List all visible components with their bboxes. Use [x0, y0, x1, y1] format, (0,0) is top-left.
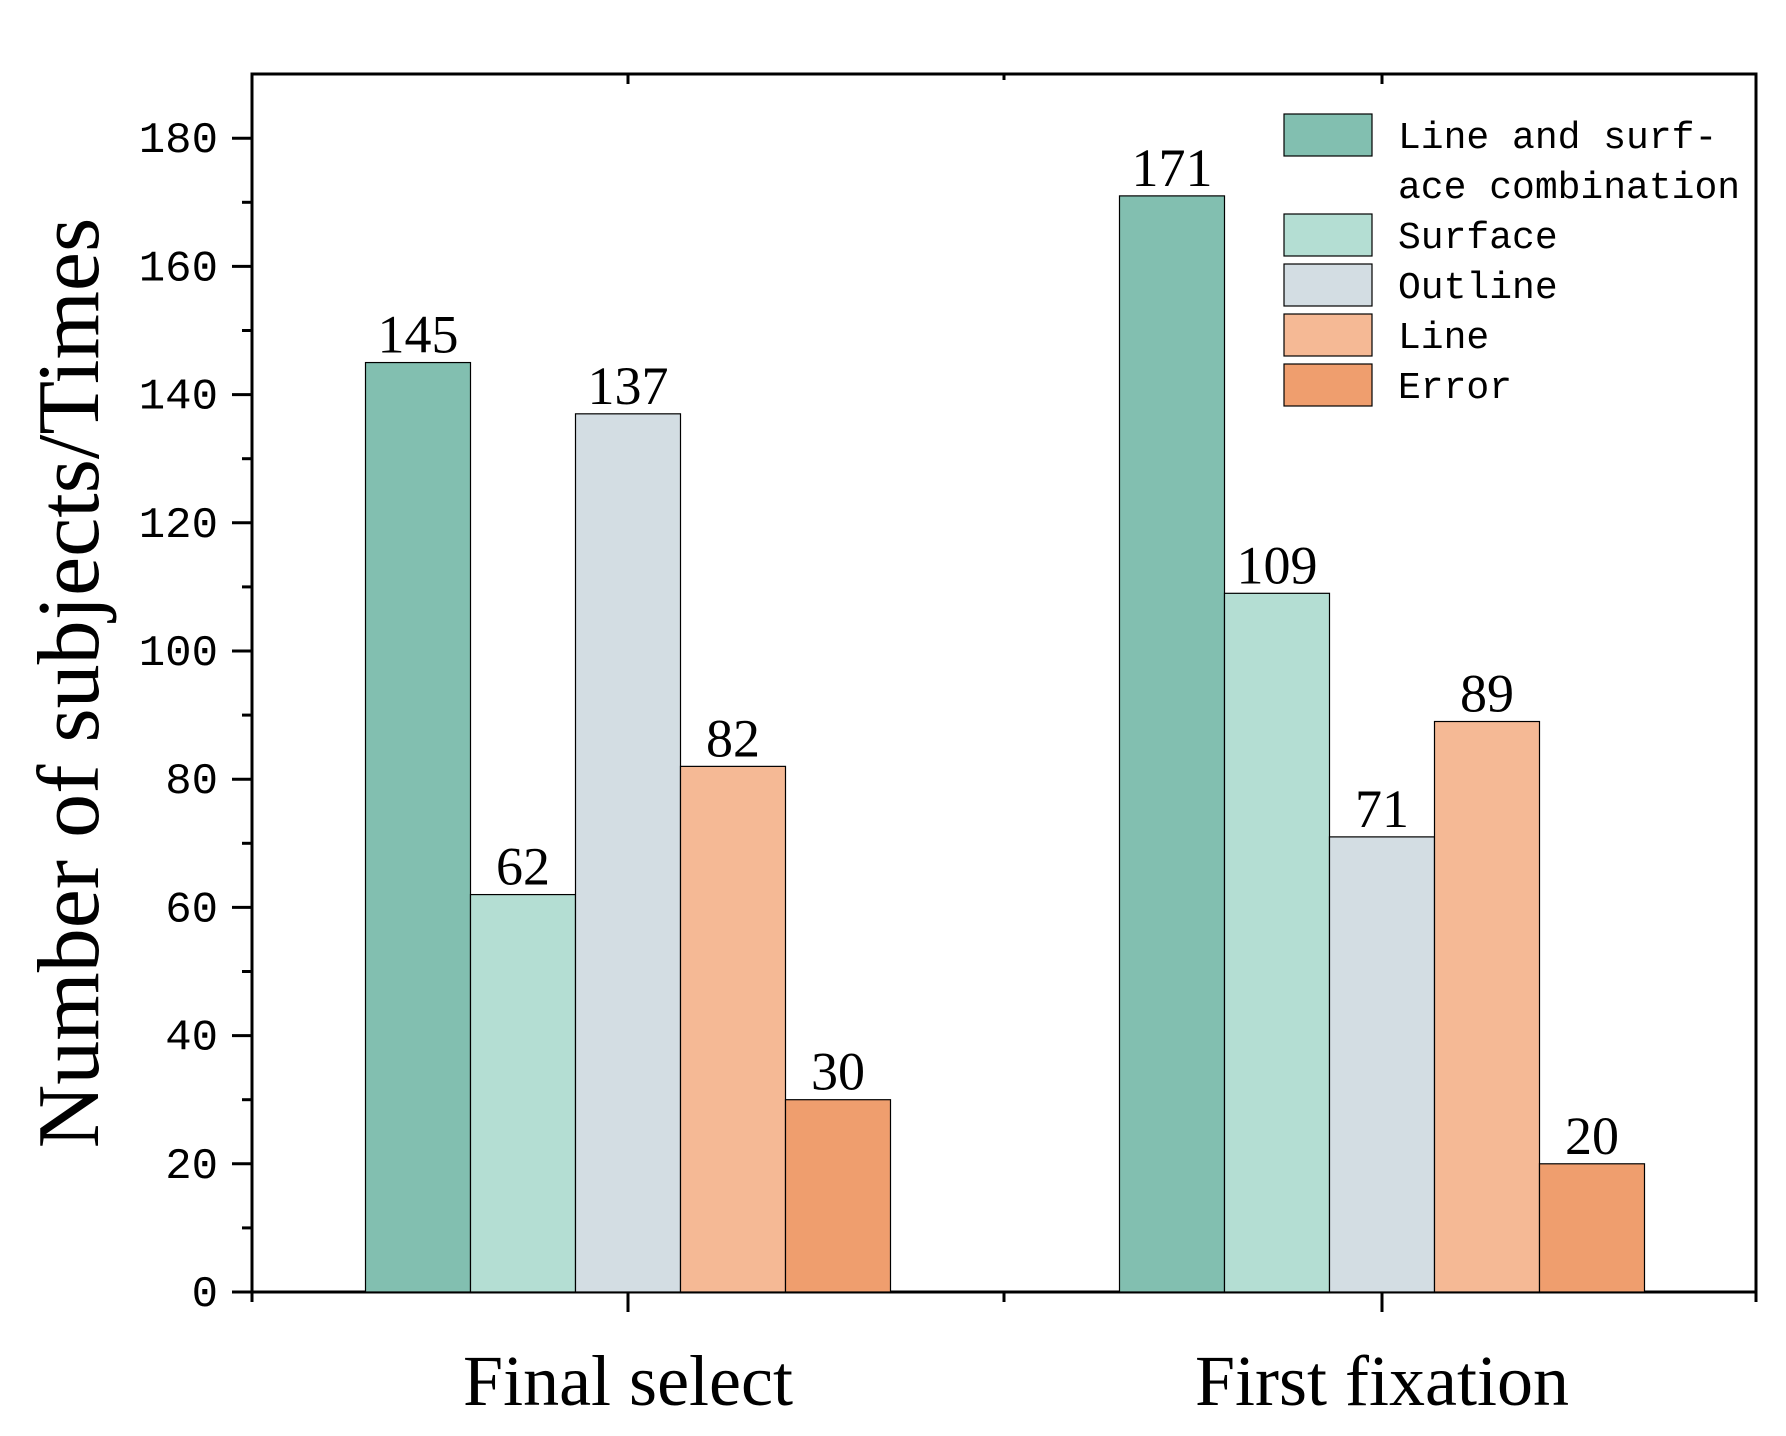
legend: Line and surf-ace combination Surface Outl… — [1283, 113, 1740, 410]
bar — [679, 765, 787, 1293]
bar — [1223, 592, 1331, 1293]
bar-value-label: 89 — [1460, 664, 1514, 724]
legend-swatch — [1283, 113, 1373, 157]
legend-swatch — [1283, 313, 1373, 357]
bar-value-label: 30 — [811, 1042, 865, 1102]
y-tick-label: 120 — [139, 501, 218, 551]
y-axis: 0 20 40 60 80 100 120 140 160 180 — [139, 116, 252, 1320]
y-tick-label: 180 — [139, 116, 218, 166]
bar-value-label: 82 — [706, 708, 760, 768]
legend-label: Line — [1398, 317, 1489, 360]
bar — [1538, 1163, 1646, 1293]
bar-series — [364, 195, 1646, 1293]
bar — [784, 1099, 892, 1293]
y-tick-label: 40 — [165, 1014, 218, 1064]
bar — [1328, 836, 1436, 1293]
legend-swatch — [1283, 363, 1373, 407]
y-tick-label: 140 — [139, 373, 218, 423]
bar — [1433, 720, 1541, 1293]
legend-label: ace combination — [1398, 167, 1740, 210]
x-tick-label: Final select — [463, 1341, 793, 1421]
bar — [364, 361, 472, 1293]
y-tick-label: 60 — [165, 885, 218, 935]
bar — [469, 893, 577, 1293]
bar-value-label: 20 — [1565, 1106, 1619, 1166]
bar-value-label: 62 — [496, 837, 550, 897]
bar-value-label: 171 — [1132, 138, 1213, 198]
y-tick-label: 0 — [192, 1270, 218, 1320]
legend-label: Surface — [1398, 217, 1558, 260]
legend-label: Line and surf- — [1398, 117, 1717, 160]
bar-value-label: 145 — [378, 305, 459, 365]
y-tick-label: 80 — [165, 757, 218, 807]
y-axis-label: Number of subjects/Times — [21, 218, 118, 1149]
bar — [1118, 195, 1226, 1293]
y-tick-label: 100 — [139, 629, 218, 679]
bar-value-label: 137 — [588, 356, 669, 416]
legend-swatch — [1283, 213, 1373, 257]
x-tick-label: First fixation — [1195, 1341, 1569, 1421]
data-labels: 145 62 137 82 30 171 109 71 89 20 — [378, 138, 1620, 1166]
bar-value-label: 109 — [1237, 535, 1318, 595]
legend-swatch — [1283, 263, 1373, 307]
bar — [574, 413, 682, 1293]
y-tick-label: 20 — [165, 1142, 218, 1192]
x-axis: Final select First fixation — [250, 74, 1758, 1421]
bar-value-label: 71 — [1355, 779, 1409, 839]
legend-label: Error — [1398, 367, 1512, 410]
y-tick-label: 160 — [139, 244, 218, 294]
legend-label: Outline — [1398, 267, 1558, 310]
